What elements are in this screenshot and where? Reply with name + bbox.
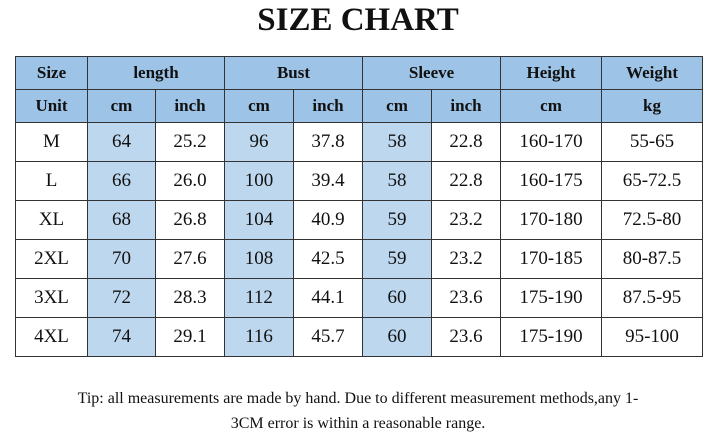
cell: 96 xyxy=(224,122,294,162)
cell: 95-100 xyxy=(601,317,704,357)
cell: 23.2 xyxy=(431,239,502,279)
cell: 175-190 xyxy=(500,317,603,357)
cell: 22.8 xyxy=(431,161,502,201)
group-header: Size xyxy=(15,56,88,90)
unit-header: inch xyxy=(292,89,364,123)
data-row: M 64 25.2 96 37.8 58 22.8 160-170 55-65 xyxy=(15,122,704,162)
cell: 37.8 xyxy=(292,122,364,162)
cell: L xyxy=(15,161,88,201)
cell: 72.5-80 xyxy=(601,200,704,240)
cell: 170-185 xyxy=(500,239,603,279)
tip: Tip: all measurements are made by hand. … xyxy=(0,386,716,436)
cell: 39.4 xyxy=(292,161,364,201)
cell: 66 xyxy=(87,161,156,201)
cell: 100 xyxy=(224,161,294,201)
cell: 59 xyxy=(362,239,433,279)
cell: 25.2 xyxy=(155,122,225,162)
cell: 74 xyxy=(87,317,156,357)
cell: 4XL xyxy=(15,317,88,357)
cell: 2XL xyxy=(15,239,88,279)
group-header: Height xyxy=(500,56,603,90)
cell: 60 xyxy=(362,278,433,318)
cell: 160-175 xyxy=(500,161,603,201)
cell: 68 xyxy=(87,200,156,240)
cell: 59 xyxy=(362,200,433,240)
cell: 58 xyxy=(362,122,433,162)
cell: M xyxy=(15,122,88,162)
group-header: Weight xyxy=(601,56,704,90)
unit-header: inch xyxy=(431,89,502,123)
unit-header: cm xyxy=(500,89,603,123)
cell: 45.7 xyxy=(292,317,364,357)
data-row: 3XL 72 28.3 112 44.1 60 23.6 175-190 87.5-95 xyxy=(15,278,704,318)
header-row: Unit cm inch cm inch cm inch cm kg xyxy=(15,89,704,123)
cell: 160-170 xyxy=(500,122,603,162)
data-row: L 66 26.0 100 39.4 58 22.8 160-175 65-72.5 xyxy=(15,161,704,201)
cell: 116 xyxy=(224,317,294,357)
data-row: XL 68 26.8 104 40.9 59 23.2 170-180 72.5-80 xyxy=(15,200,704,240)
cell: 26.8 xyxy=(155,200,225,240)
cell: 44.1 xyxy=(292,278,364,318)
cell: 112 xyxy=(224,278,294,318)
cell: 104 xyxy=(224,200,294,240)
unit-header: Unit xyxy=(15,89,88,123)
cell: 72 xyxy=(87,278,156,318)
cell: 22.8 xyxy=(431,122,502,162)
cell: 23.6 xyxy=(431,278,502,318)
cell: 42.5 xyxy=(292,239,364,279)
group-header: Sleeve xyxy=(362,56,502,90)
unit-header: cm xyxy=(87,89,156,123)
group-header: Bust xyxy=(223,56,364,90)
size-table: Size length Bust Sleeve Height Weight Unit cm in… xyxy=(15,56,704,357)
cell: 70 xyxy=(87,239,156,279)
unit-header: inch xyxy=(155,89,225,123)
cell: 23.2 xyxy=(431,200,502,240)
tip-line: Tip: all measurements are made by hand. … xyxy=(77,390,639,407)
cell: 64 xyxy=(87,122,156,162)
title: SIZE CHART xyxy=(257,2,459,38)
data-row: 4XL 74 29.1 116 45.7 60 23.6 175-190 95-100 xyxy=(15,317,704,357)
cell: 55-65 xyxy=(601,122,704,162)
cell: 108 xyxy=(224,239,294,279)
data-row: 2XL 70 27.6 108 42.5 59 23.2 170-185 80-87.5 xyxy=(15,239,704,279)
cell: 40.9 xyxy=(292,200,364,240)
tip-line: 3CM error is within a reasonable range. xyxy=(230,415,486,432)
cell: 26.0 xyxy=(155,161,225,201)
unit-header: cm xyxy=(362,89,433,123)
cell: 60 xyxy=(362,317,433,357)
cell: 58 xyxy=(362,161,433,201)
cell: 175-190 xyxy=(500,278,603,318)
cell: 170-180 xyxy=(500,200,603,240)
group-header: length xyxy=(87,56,225,90)
cell: 87.5-95 xyxy=(601,278,704,318)
cell: 23.6 xyxy=(431,317,502,357)
cell: 29.1 xyxy=(155,317,225,357)
unit-header: kg xyxy=(601,89,704,123)
header-row: Size length Bust Sleeve Height Weight xyxy=(15,56,704,90)
cell: 80-87.5 xyxy=(601,239,704,279)
cell: XL xyxy=(15,200,88,240)
cell: 28.3 xyxy=(155,278,225,318)
cell: 27.6 xyxy=(155,239,225,279)
cell: 3XL xyxy=(15,278,88,318)
cell: 65-72.5 xyxy=(601,161,704,201)
unit-header: cm xyxy=(224,89,294,123)
